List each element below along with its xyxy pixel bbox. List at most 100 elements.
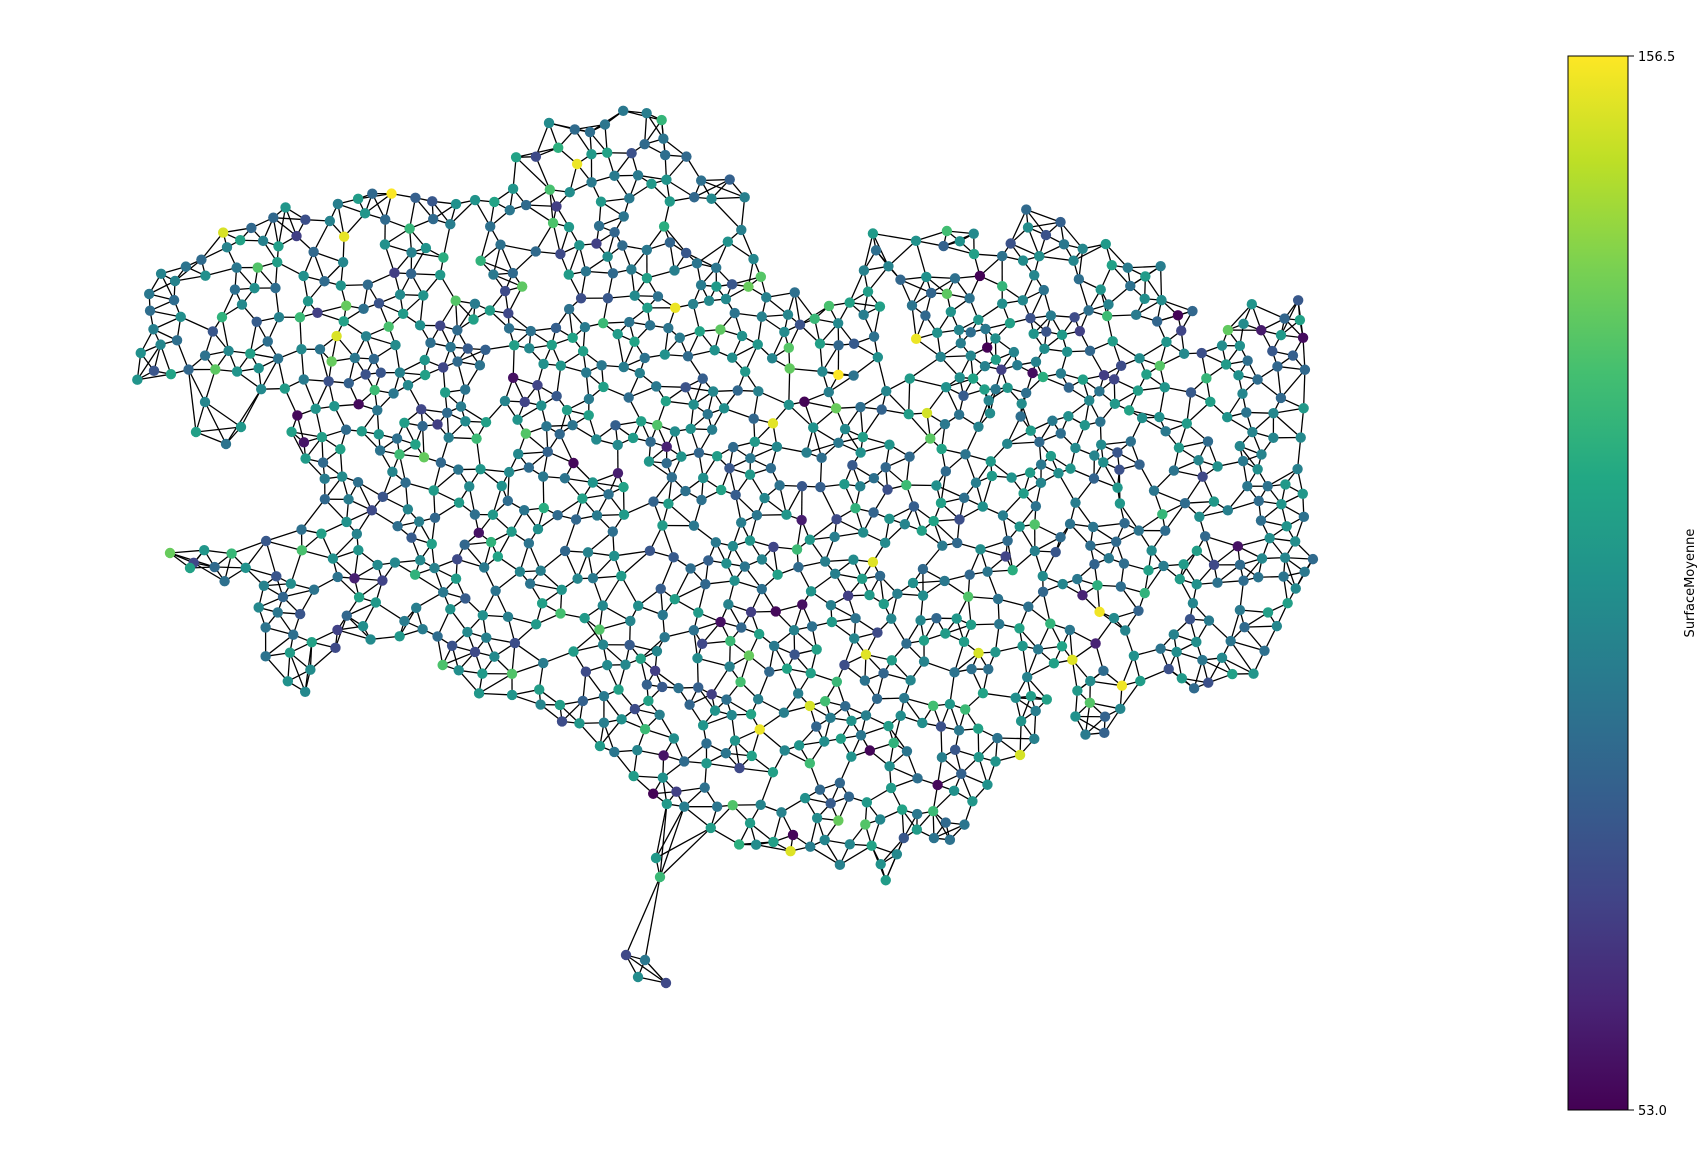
- graph-node: [935, 351, 946, 363]
- graph-node: [312, 307, 323, 318]
- graph-node: [663, 322, 674, 334]
- graph-edge: [535, 222, 554, 252]
- graph-node: [314, 344, 326, 355]
- graph-node: [744, 817, 756, 829]
- graph-edge: [515, 156, 551, 191]
- graph-node: [706, 193, 717, 204]
- graph-node: [701, 758, 712, 769]
- graph-node: [369, 384, 380, 396]
- graph-node: [962, 591, 974, 602]
- graph-node: [722, 236, 734, 247]
- graph-node: [341, 300, 352, 311]
- graph-node: [503, 308, 514, 319]
- graph-node: [831, 676, 843, 687]
- graph-node: [372, 405, 383, 416]
- graph-node: [1002, 535, 1013, 546]
- graph-node: [1148, 485, 1160, 496]
- graph-edge: [706, 762, 740, 769]
- graph-node: [580, 266, 592, 277]
- graph-edge: [313, 251, 344, 263]
- graph-node: [687, 298, 699, 310]
- graph-node: [1004, 317, 1016, 329]
- graph-node: [587, 477, 598, 488]
- graph-node: [695, 279, 707, 291]
- graph-node: [1136, 412, 1148, 424]
- graph-node: [1118, 558, 1130, 569]
- graph-node: [536, 400, 547, 411]
- graph-node: [997, 510, 1009, 521]
- graph-node: [441, 407, 453, 418]
- graph-node: [1056, 641, 1068, 652]
- graph-edge: [710, 804, 734, 829]
- graph-node: [629, 703, 641, 715]
- graph-node: [373, 429, 385, 440]
- graph-node: [452, 554, 463, 565]
- graph-node: [1077, 243, 1088, 254]
- graph-node: [1268, 432, 1279, 443]
- graph-node: [781, 509, 792, 520]
- graph-node: [724, 174, 735, 185]
- graph-edge: [187, 369, 197, 433]
- graph-edge: [710, 827, 740, 846]
- graph-node: [867, 228, 879, 239]
- graph-node: [884, 513, 895, 524]
- graph-node: [817, 366, 828, 377]
- graph-node: [857, 527, 869, 538]
- graph-node: [554, 428, 565, 440]
- graph-node: [353, 399, 364, 410]
- graph-edge: [195, 401, 206, 433]
- graph-node: [435, 457, 447, 468]
- graph-node: [1089, 558, 1100, 570]
- graph-node: [523, 538, 535, 549]
- graph-node: [883, 720, 894, 732]
- graph-edge: [265, 655, 289, 682]
- graph-edge: [449, 199, 476, 225]
- graph-node: [1080, 729, 1091, 740]
- graph-node: [535, 699, 546, 710]
- graph-edge: [696, 241, 729, 264]
- graph-edge: [1010, 242, 1040, 257]
- graph-node: [404, 223, 415, 234]
- graph-edge: [1204, 535, 1239, 547]
- graph-node: [502, 611, 514, 623]
- graph-node: [931, 480, 942, 491]
- graph-node: [1135, 675, 1146, 687]
- graph-node: [298, 270, 309, 282]
- graph-node: [607, 268, 619, 279]
- graph-node: [935, 497, 947, 509]
- graph-edge: [759, 728, 786, 751]
- graph-edge: [231, 540, 267, 555]
- graph-node: [702, 409, 713, 420]
- graph-node: [598, 717, 610, 728]
- graph-node: [506, 526, 517, 537]
- graph-edge: [683, 806, 712, 829]
- graph-node: [1063, 411, 1074, 422]
- graph-edge: [1139, 341, 1167, 359]
- colorbar-gradient: [1567, 55, 1629, 1111]
- graph-node: [332, 571, 343, 583]
- graph-node: [983, 663, 994, 675]
- graph-node: [967, 796, 978, 807]
- graph-node: [1295, 432, 1306, 443]
- graph-edge: [953, 641, 965, 673]
- graph-node: [884, 439, 895, 450]
- graph-node: [302, 295, 314, 307]
- graph-node: [155, 339, 166, 350]
- graph-node: [453, 464, 464, 475]
- graph-edge: [552, 222, 562, 255]
- graph-node: [277, 591, 289, 603]
- graph-node: [165, 368, 177, 380]
- graph-node: [1290, 583, 1301, 594]
- graph-node: [1203, 677, 1214, 688]
- graph-node: [1212, 461, 1223, 472]
- graph-edge: [740, 197, 746, 230]
- graph-node: [1083, 305, 1094, 316]
- graph-node: [1114, 498, 1126, 509]
- graph-node: [338, 316, 349, 327]
- graph-edge: [849, 270, 865, 303]
- graph-node: [1035, 459, 1047, 470]
- graph-node: [652, 291, 664, 302]
- graph-edge: [755, 844, 791, 852]
- graph-node: [654, 709, 665, 720]
- graph-edge: [1159, 266, 1163, 301]
